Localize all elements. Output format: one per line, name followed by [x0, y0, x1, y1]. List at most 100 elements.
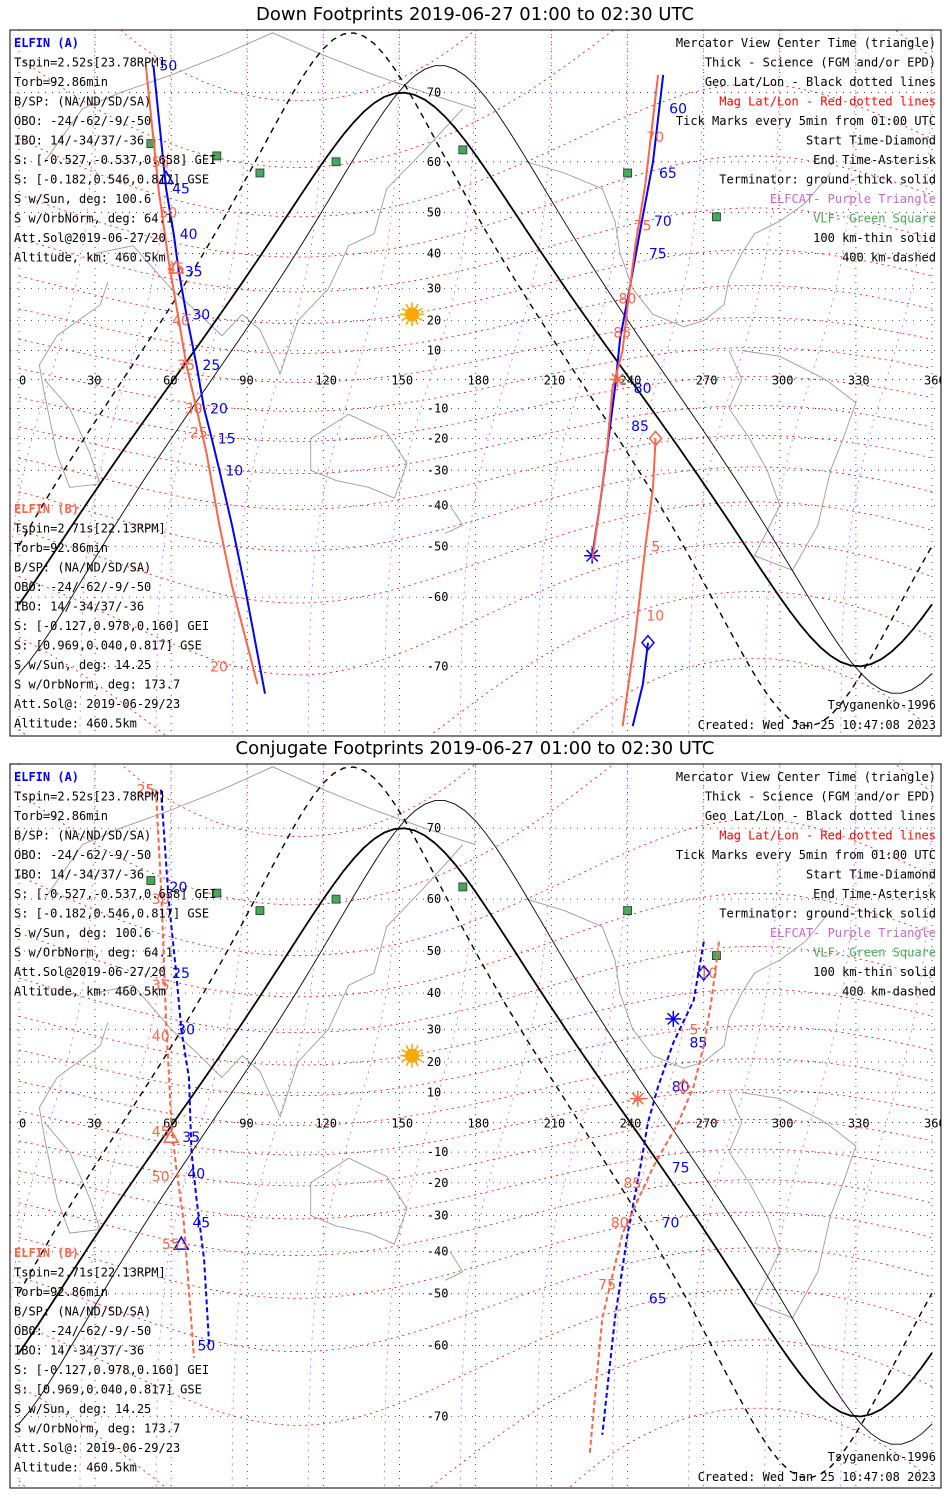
mag-meridian [383, 764, 476, 1488]
legend-a-line: Tspin=2.52s[23.78RPM] [14, 790, 166, 804]
start-diamond-marker [696, 964, 711, 982]
x-tick-label: 330 [848, 1116, 870, 1130]
legend-b-line: Att.Sol@: 2019-06-29/23 [14, 697, 180, 711]
legend-a-line: S: [-0.182,0.546,0.817] GSE [14, 907, 209, 921]
mag-parallel [18, 83, 933, 218]
legend-right-line: 400 km-dashed [842, 251, 936, 265]
tick-mark-label: 25 [203, 358, 221, 374]
legend-b-line: Torb=92.86min [14, 1285, 108, 1299]
track-line [588, 941, 720, 1456]
track-line [152, 65, 266, 694]
mag-parallel [18, 892, 933, 998]
mag-meridian [307, 764, 400, 1488]
coastline [44, 766, 476, 900]
vlf-site [255, 168, 265, 178]
tick-mark-label: 5 [651, 540, 660, 556]
sun-icon [405, 307, 420, 322]
mag-meridian [688, 30, 781, 736]
legend-a-line: Tspin=2.52s[23.78RPM] [14, 56, 166, 70]
coastline [526, 161, 831, 328]
mag-meridian [840, 30, 933, 736]
legend-b-line: OBO: -24/-62/-9/-50 [14, 1324, 151, 1338]
tick-mark-label: 50 [159, 58, 177, 74]
legend-b-line: Altitude: 460.5km [14, 1461, 137, 1475]
mag-meridian [840, 764, 933, 1488]
legend-right-line: VLF- Green Square [813, 212, 936, 226]
mag-meridian [231, 764, 324, 1488]
panel-title-conjugate: Conjugate Footprints 2019-06-27 01:00 to… [235, 738, 715, 759]
legend-a-line: Torb=92.86min [14, 75, 108, 89]
track-line [631, 642, 649, 727]
legend-a-line: Altitude, km: 460.5km [14, 985, 166, 999]
mag-meridian [155, 764, 248, 1488]
y-tick-label: 20 [427, 314, 441, 328]
tick-mark-label: 35 [152, 978, 170, 994]
x-tick-label: 0 [19, 1116, 26, 1130]
y-tick-label: -30 [427, 1208, 449, 1222]
sun-ray [414, 1061, 419, 1067]
footer-text: Created: Wed Jan 25 10:47:08 2023 [698, 718, 936, 732]
x-tick-label: 270 [696, 373, 718, 387]
legend-right-line: Tick Marks every 5min from 01:00 UTC [676, 848, 936, 862]
end-asterisk-marker [667, 1012, 680, 1026]
terminator-ground [18, 91, 933, 668]
y-tick-label: -70 [427, 1410, 449, 1424]
mag-parallel [18, 1058, 933, 1126]
mag-meridian [536, 764, 628, 1488]
legend-right-line: Start Time-Diamond [806, 134, 936, 148]
y-tick-label: 10 [427, 343, 441, 357]
legend-b-line: Tspin=2.71s[22.13RPM] [14, 522, 166, 536]
legend-right-line: 100 km-thin solid [813, 965, 936, 979]
tick-mark-label: 30 [192, 307, 210, 323]
tick-mark-label: 65 [659, 166, 677, 182]
tick-mark-label: 75 [634, 218, 652, 234]
vlf-site [458, 145, 468, 155]
legend-b-line: B/SP: (NA/ND/SD/SA) [14, 561, 151, 575]
x-tick-label: 60 [163, 373, 177, 387]
x-tick-label: 240 [620, 373, 642, 387]
legend-right-line: 100 km-thin solid [813, 231, 936, 245]
tick-mark-label: 20 [210, 659, 228, 675]
coastline [310, 413, 408, 499]
mag-meridian [764, 30, 857, 736]
sun-ray [414, 303, 419, 309]
mag-parallel [18, 945, 933, 1033]
panel-frame [9, 763, 942, 1489]
legend-right-line: Geo Lat/Lon - Black dotted lines [705, 75, 936, 89]
legend-right-line: ELFCAT- Purple Triangle [770, 926, 936, 940]
y-tick-label: -50 [427, 540, 449, 554]
y-tick-label: 70 [427, 86, 441, 100]
sun-ray [401, 307, 407, 312]
mag-meridian [612, 764, 705, 1488]
coastline [38, 1022, 109, 1234]
legend-a-line: B/SP: (NA/ND/SD/SA) [14, 829, 151, 843]
sun-ray [405, 1061, 410, 1067]
tick-mark-label: 40 [180, 227, 198, 243]
legend-b-line: S w/OrbNorm, deg: 173.7 [14, 1422, 180, 1436]
y-tick-label: -70 [427, 659, 449, 673]
vlf-site [212, 888, 222, 898]
x-tick-label: 150 [391, 1116, 413, 1130]
vlf-site [458, 882, 468, 892]
mag-meridian [383, 30, 476, 736]
legend-right-line: Geo Lat/Lon - Black dotted lines [705, 809, 936, 823]
mag-meridian [307, 30, 400, 736]
y-tick-label: -50 [427, 1287, 449, 1301]
vlf-site [146, 139, 156, 149]
tick-mark-label: 75 [649, 246, 667, 262]
y-tick-label: 70 [427, 821, 441, 835]
tick-mark-label: 45 [172, 182, 190, 198]
legend-right-line: End Time-Asterisk [813, 887, 937, 901]
sun-ray [417, 1048, 423, 1053]
footer-text: Tsyganenko-1996 [828, 698, 936, 712]
sun-ray [414, 1044, 419, 1050]
legend-a-line: S w/Sun, deg: 100.6 [14, 926, 151, 940]
tick-mark-label: 50 [197, 1339, 215, 1355]
terminator-400km [18, 766, 933, 1479]
coastline [444, 1251, 464, 1281]
x-tick-label: 150 [391, 373, 413, 387]
x-tick-label: 120 [315, 373, 337, 387]
mag-parallel [18, 30, 933, 168]
legend-right-line: Mercator View Center Time (triangle) [676, 36, 936, 50]
